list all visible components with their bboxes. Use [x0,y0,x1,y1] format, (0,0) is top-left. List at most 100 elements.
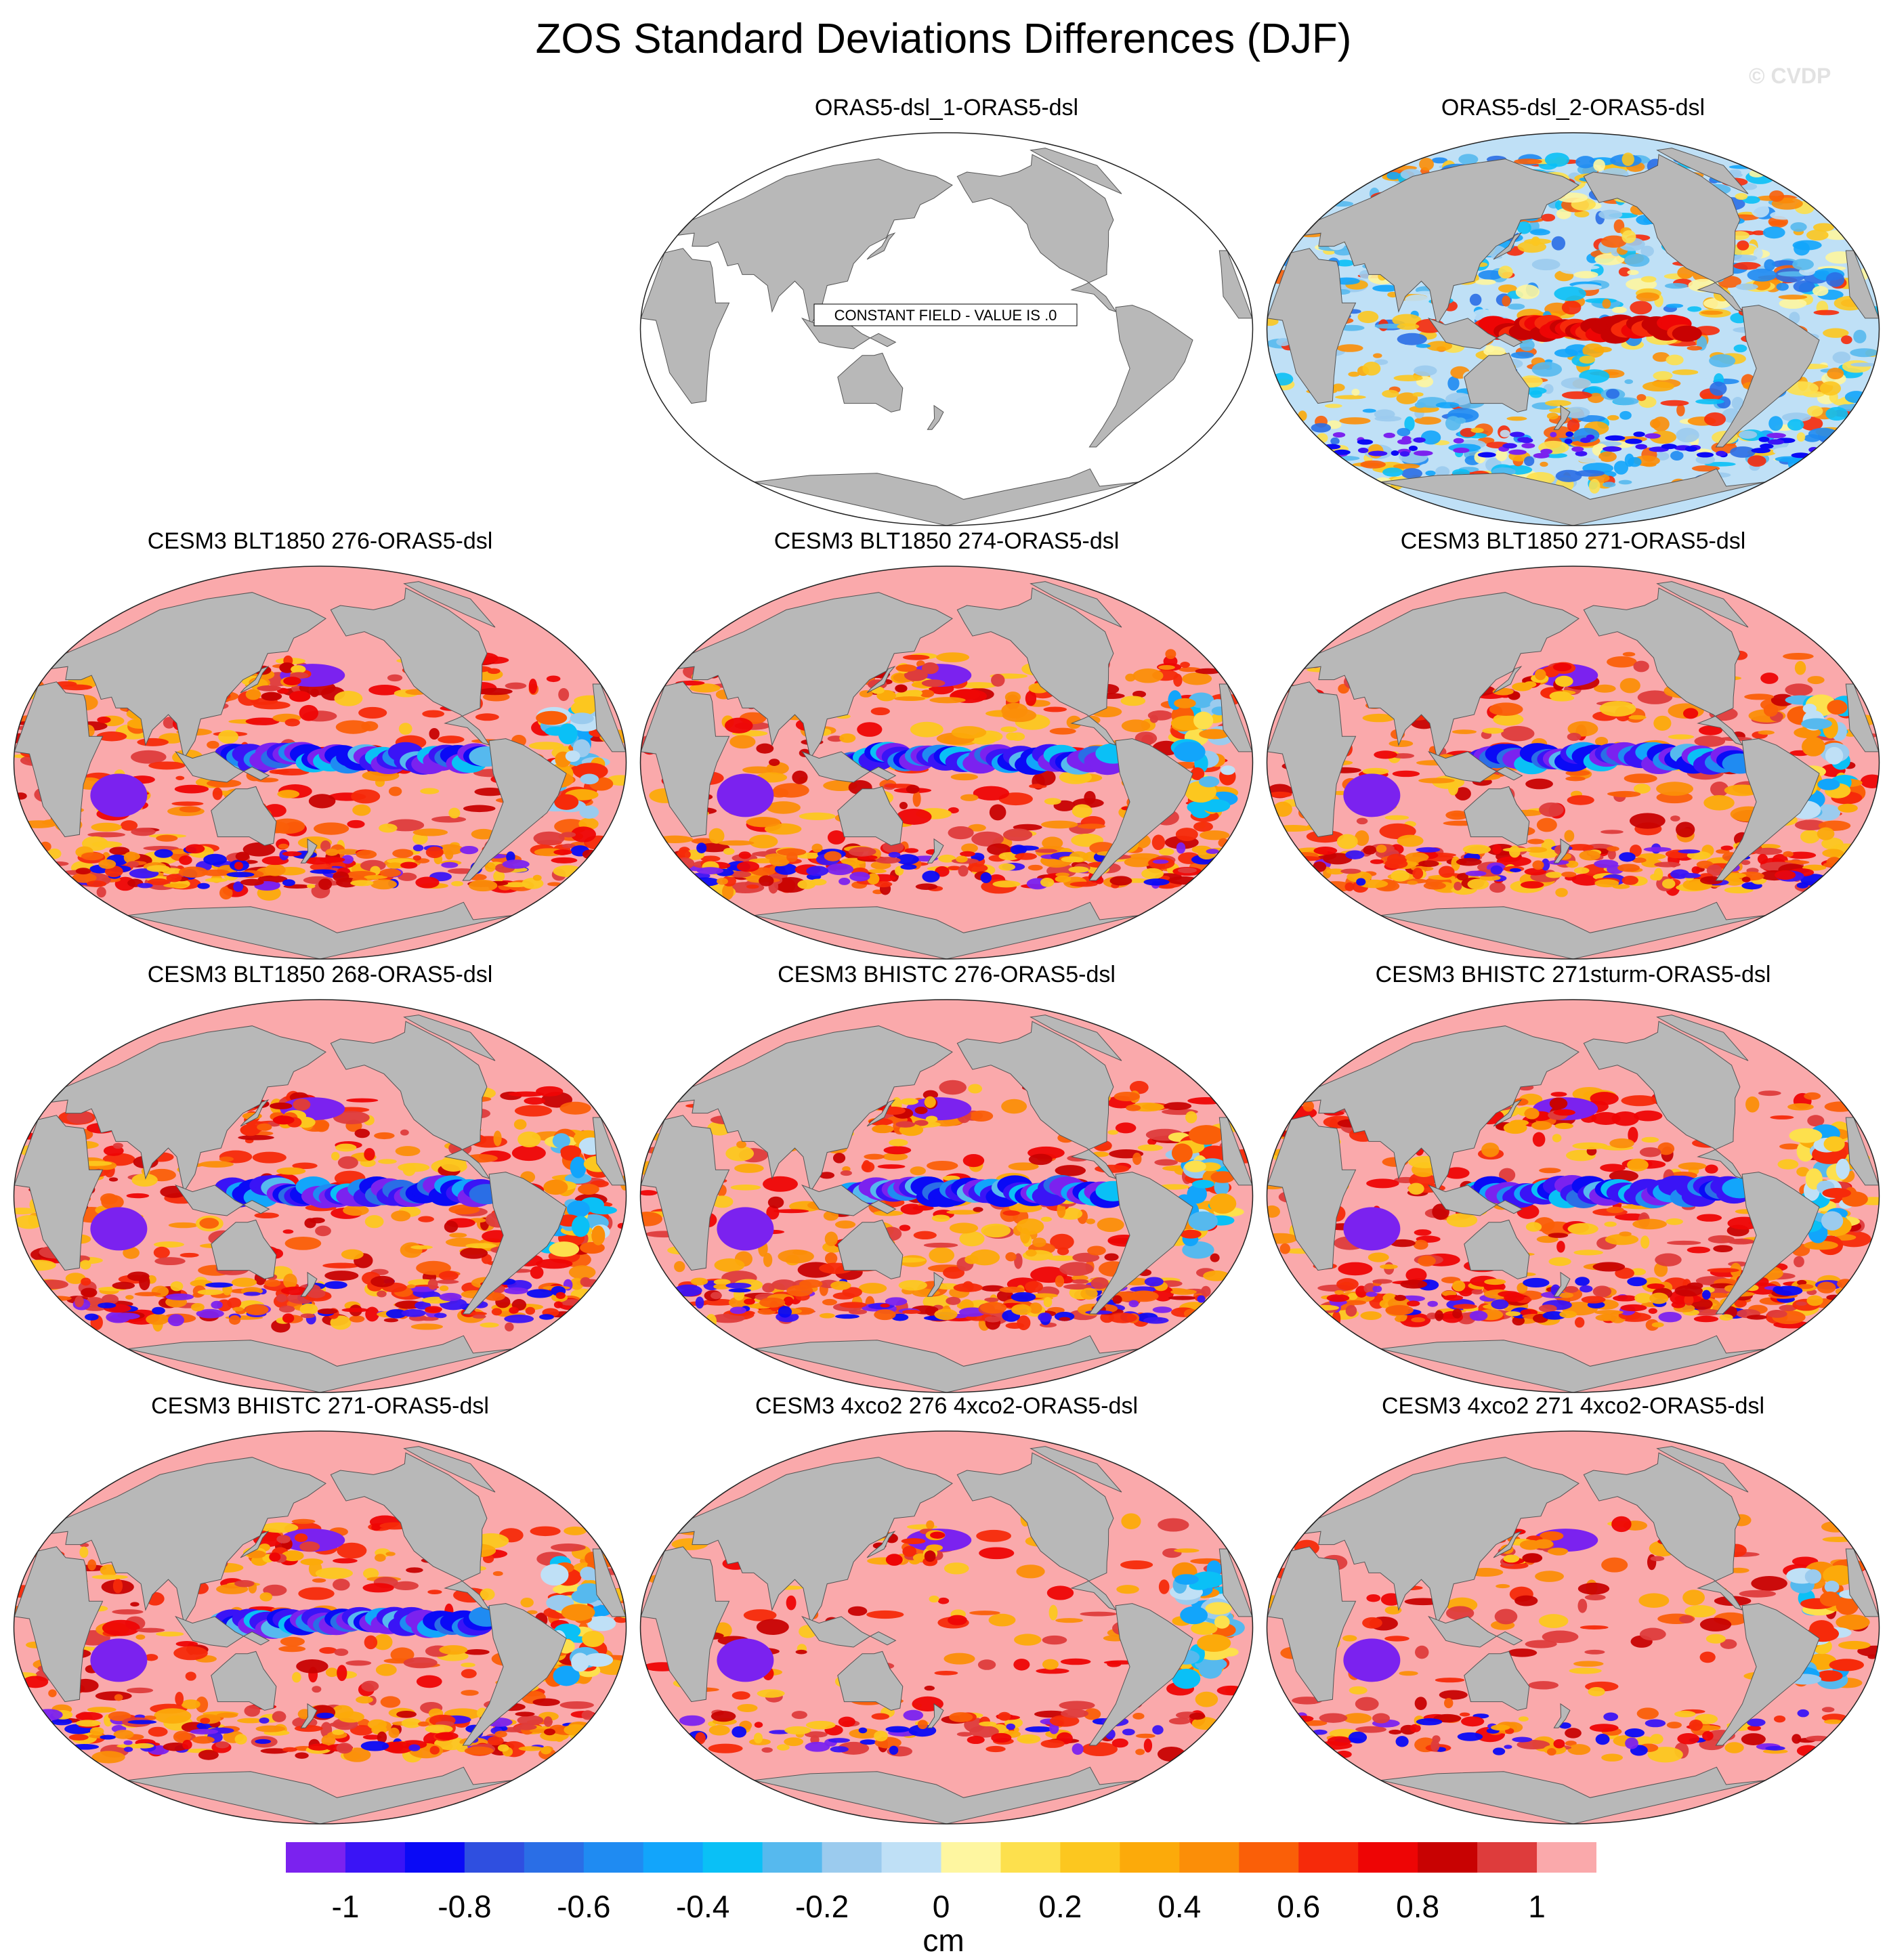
anomaly-patch [969,1110,994,1122]
anomaly-patch [1720,845,1733,851]
anomaly-patch [580,773,599,785]
anomaly-patch [130,1602,140,1607]
anomaly-patch [981,1285,1005,1292]
anomaly-patch [364,1148,375,1161]
anomaly-patch [1764,259,1775,272]
anomaly-patch [968,1084,983,1094]
anomaly-patch [564,1173,592,1184]
anomaly-patch [695,1296,704,1309]
anomaly-patch [1683,708,1699,719]
anomaly-patch [218,729,239,744]
anomaly-patch [1481,1143,1500,1157]
anomaly-patch [1757,853,1768,864]
anomaly-patch [134,1292,161,1296]
anomaly-patch [578,1184,599,1195]
land-new-zealand [1553,838,1571,864]
anomaly-patch [913,1231,937,1240]
anomaly-patch [173,1646,208,1661]
anomaly-patch [536,710,568,725]
land-new-zealand [927,404,944,430]
anomaly-patch [1817,778,1840,790]
anomaly-patch [1841,335,1852,345]
anomaly-patch [1642,462,1657,467]
anomaly-patch [716,878,728,885]
anomaly-patch [1163,655,1178,668]
anomaly-patch [131,750,167,764]
anomaly-patch [1374,359,1388,365]
anomaly-patch [1817,1281,1836,1294]
anomaly-patch [370,1275,395,1287]
anomaly-patch [1332,383,1345,391]
anomaly-patch [1648,1308,1657,1314]
anomaly-patch [1326,868,1345,875]
anomaly-patch [1383,432,1395,438]
anomaly-patch [1044,798,1061,805]
anomaly-patch [337,1665,347,1682]
anomaly-patch [914,1106,928,1114]
globe-map [639,999,1254,1393]
anomaly-patch [1193,711,1214,730]
anomaly-patch [1367,450,1388,456]
anomaly-patch [168,1222,199,1229]
anomaly-patch [1351,389,1360,396]
land-africa [640,681,730,838]
land-europe-asia [677,1025,953,1193]
anomaly-patch [1182,672,1212,685]
anomaly-patch [1427,1300,1438,1307]
anomaly-patch [387,862,403,869]
anomaly-patch [722,883,734,900]
anomaly-patch [1028,1153,1053,1166]
anomaly-patch [1793,280,1815,293]
anomaly-patch [711,1195,734,1208]
anomaly-patch [1806,229,1829,241]
anomaly-patch [962,1154,985,1168]
anomaly-patch [310,863,333,871]
anomaly-patch [1853,329,1867,343]
anomaly-patch [240,1124,261,1136]
anomaly-patch [773,877,807,893]
anomaly-patch [1838,803,1858,813]
anomaly-patch [1741,876,1751,882]
land-greenland [1656,1015,1749,1061]
anomaly-patch [1624,379,1634,384]
anomaly-patch [87,880,107,887]
anomaly-patch [333,1111,370,1125]
anomaly-patch [322,1262,360,1269]
anomaly-patch [398,1163,430,1172]
anomaly-patch [1561,300,1582,315]
anomaly-patch [324,1271,359,1281]
anomaly-patch [1334,395,1366,400]
anomaly-patch [713,1279,731,1285]
anomaly-patch [1564,1285,1579,1293]
anomaly-patch [487,668,501,675]
panel-title: CESM3 BLT1850 268-ORAS5-dsl [147,962,493,987]
anomaly-patch [400,1129,409,1136]
anomaly-patch [1416,847,1441,853]
anomaly-patch [179,806,201,813]
anomaly-patch [126,1193,150,1199]
anomaly-patch [857,722,883,737]
anomaly-patch [1129,1290,1159,1302]
anomaly-patch [112,1578,123,1594]
anomaly-patch [1356,817,1368,825]
anomaly-patch [308,794,336,809]
anomaly-patch [1141,868,1164,880]
anomaly-patch [1372,1285,1382,1293]
anomaly-patch [282,1313,295,1323]
anomaly-patch [1069,881,1098,887]
anomaly-patch [148,761,186,770]
anomaly-patch [1362,767,1389,775]
anomaly-patch [929,697,966,704]
anomaly-patch [1002,828,1033,841]
anomaly-patch [461,1662,475,1667]
anomaly-patch [245,717,280,725]
land-greenland [1030,1015,1122,1061]
anomaly-patch [1794,1256,1804,1268]
anomaly-patch [1553,1109,1575,1116]
anomaly-patch [341,855,354,864]
anomaly-patch [212,787,223,801]
anomaly-patch [1407,880,1418,885]
anomaly-patch [1531,362,1563,377]
anomaly-patch [1532,860,1544,870]
anomaly-patch [1619,852,1636,862]
